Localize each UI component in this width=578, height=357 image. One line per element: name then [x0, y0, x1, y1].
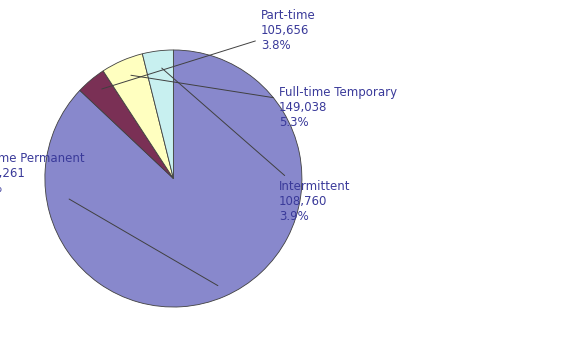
Wedge shape	[142, 50, 173, 178]
Text: Full-time Permanent
2,437,261
87.0%: Full-time Permanent 2,437,261 87.0%	[0, 152, 218, 286]
Wedge shape	[103, 54, 173, 178]
Text: Full-time Temporary
149,038
5.3%: Full-time Temporary 149,038 5.3%	[131, 75, 397, 129]
Text: Intermittent
108,760
3.9%: Intermittent 108,760 3.9%	[162, 68, 350, 223]
Text: Part-time
105,656
3.8%: Part-time 105,656 3.8%	[102, 9, 316, 89]
Wedge shape	[80, 71, 173, 178]
Wedge shape	[45, 50, 302, 307]
